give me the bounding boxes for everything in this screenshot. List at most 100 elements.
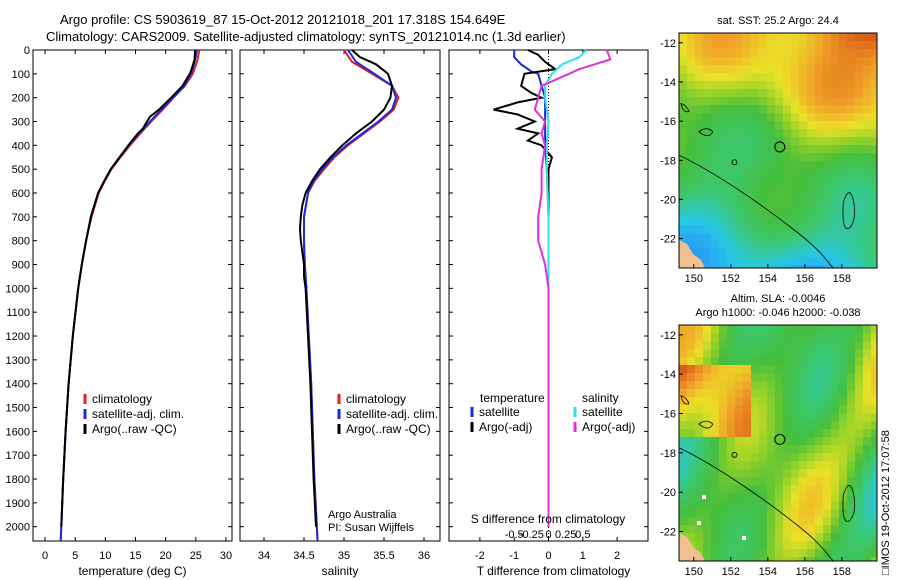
map-cell [815,169,823,177]
map-cell [751,341,759,349]
map-cell [727,121,735,129]
map-cell [783,421,791,429]
map-cell [783,113,791,121]
map-cell [751,41,759,49]
map-cell [831,49,839,57]
map-cell [751,57,759,65]
map-cell [855,233,863,241]
map-cell [823,73,831,81]
map-cell [695,49,703,57]
map-cell [807,81,815,89]
reef-contour [698,420,714,429]
map-cell [727,509,735,517]
map-cell [687,357,695,365]
map-cell [695,333,703,341]
map-cell [871,121,877,129]
map-cell [695,233,703,241]
map-cell [703,413,711,421]
map-cell [799,501,807,509]
map-cell [703,241,711,249]
map-cell [863,33,871,41]
map-cell [807,105,815,113]
map-cell [863,325,871,333]
map-cell [791,461,799,469]
map-cell [743,177,751,185]
map-cell [751,461,759,469]
map-cell [711,389,719,397]
map-cell [855,533,863,541]
map-cell [719,249,727,257]
x-tick-label: 15 [129,550,141,562]
map-cell [767,177,775,185]
map-cell [767,129,775,137]
map-cell [847,257,855,265]
map-cell [863,121,871,129]
legend-label: climatology [346,392,406,406]
map-cell [679,81,687,89]
map-cell [687,49,695,57]
x-tick-label: 0 [545,550,551,562]
map-cell [783,185,791,193]
map-cell [855,193,863,201]
map-cell [679,129,687,137]
map-cell [759,549,767,557]
map-cell [799,89,807,97]
map-cell [727,325,735,333]
map-cell [839,325,847,333]
map-cell [703,65,711,73]
map-cell [727,105,735,113]
map-cell [719,485,727,493]
map-cell [871,509,877,517]
map-cell [711,185,719,193]
map-cell [815,249,823,257]
map-cell [743,97,751,105]
map-cell [831,161,839,169]
map-cell [783,349,791,357]
map-cell [871,325,877,333]
map-cell [815,381,823,389]
map-cell [743,193,751,201]
map-cell [679,177,687,185]
map-cell [703,121,711,129]
map-cell [687,233,695,241]
map-cell [775,129,783,137]
map-cell [679,365,687,373]
map-cell [743,349,751,357]
map-cell [839,57,847,65]
map-cell [687,137,695,145]
map-cell [695,249,703,257]
map-cell [799,477,807,485]
map-cell [831,461,839,469]
map-cell [855,357,863,365]
map-cell [855,41,863,49]
map-cell [847,517,855,525]
map-cell [679,225,687,233]
map-cell [727,217,735,225]
map-frame [678,32,878,269]
map-cell [831,177,839,185]
map-cell [847,413,855,421]
map-cell [719,389,727,397]
map-cell [839,161,847,169]
map-cell [871,217,877,225]
map-cell [783,145,791,153]
map-cell [847,145,855,153]
map-cell [823,389,831,397]
map-cell [791,49,799,57]
map-cell [807,373,815,381]
reef-contour [680,395,690,405]
map-cell [719,89,727,97]
map-cell [783,461,791,469]
white-marker [702,495,706,499]
map-cell [863,453,871,461]
white-marker [697,521,701,525]
map-cell [767,533,775,541]
map-cell [711,477,719,485]
map-cell [743,413,751,421]
map-cell [719,469,727,477]
legend-title-temperature: temperature [480,391,545,405]
map-cell [791,145,799,153]
map-cell [847,33,855,41]
lon-tick-label: 154 [759,273,777,285]
map-cell [831,445,839,453]
